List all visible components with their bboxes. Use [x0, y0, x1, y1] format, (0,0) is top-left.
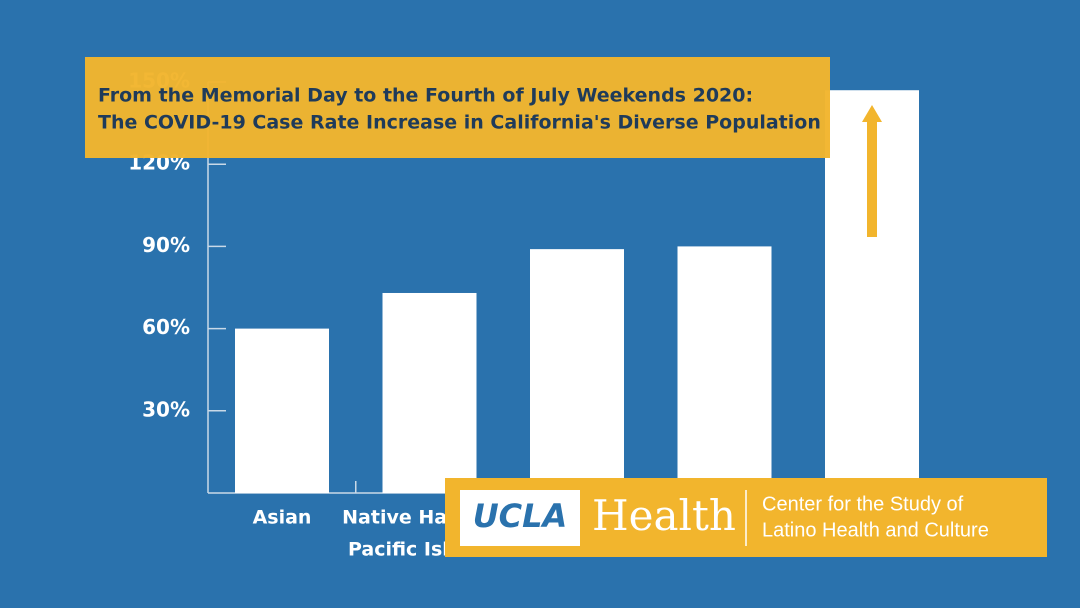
logo-ucla: UCLA: [473, 497, 568, 535]
logo-health: Health: [592, 491, 736, 540]
logo-ucla-box: [460, 490, 580, 546]
title-box: [85, 57, 830, 158]
logo-center: Center for the Study of: [762, 493, 964, 515]
bar: [382, 292, 477, 493]
y-tick-label: 30%: [142, 397, 190, 421]
bar: [235, 328, 329, 493]
bar: [530, 249, 624, 493]
y-tick-label: 90%: [142, 233, 190, 257]
arrow: [862, 105, 882, 237]
bar: [677, 246, 772, 493]
x-tick-label: Asian: [253, 507, 312, 529]
chart-title: The COVID-19 Case Rate Increase in Calif…: [98, 112, 821, 134]
logo-center: Latino Health and Culture: [762, 519, 989, 541]
chart-title: From the Memorial Day to the Fourth of J…: [98, 85, 753, 107]
y-tick-label: 60%: [142, 315, 190, 339]
